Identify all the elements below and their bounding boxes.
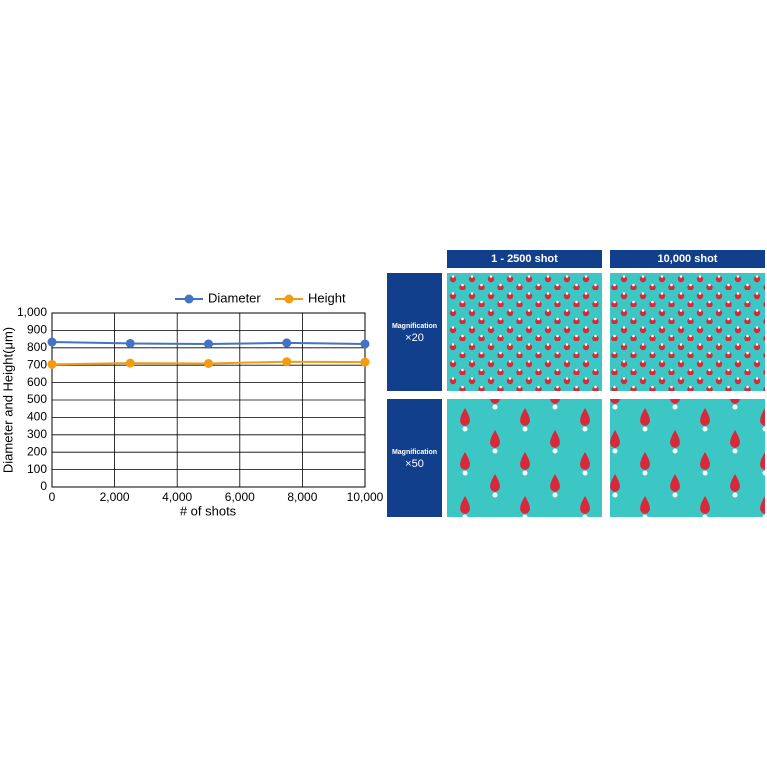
row-label: Magnification xyxy=(392,323,437,330)
legend-marker xyxy=(284,294,294,304)
point xyxy=(47,337,57,347)
x-tick-label: 8,000 xyxy=(287,490,317,504)
point xyxy=(282,338,292,348)
y-tick-label: 500 xyxy=(27,392,47,406)
y-tick-label: 700 xyxy=(27,357,47,371)
point xyxy=(360,357,370,367)
y-axis-label: Diameter and Height(μm) xyxy=(0,327,15,473)
point xyxy=(47,359,57,369)
photo xyxy=(447,399,602,517)
legend-label: Height xyxy=(308,290,346,305)
point xyxy=(204,358,213,368)
y-tick-label: 400 xyxy=(27,410,47,424)
photo xyxy=(610,273,765,391)
point xyxy=(125,338,135,348)
legend-marker xyxy=(184,294,194,304)
point xyxy=(282,357,292,367)
y-tick-label: 600 xyxy=(27,375,47,389)
y-tick-label: 0 xyxy=(40,479,47,493)
column-label: 1 - 2500 shot xyxy=(491,253,558,265)
legend-label: Diameter xyxy=(208,290,261,305)
point xyxy=(360,339,370,349)
point xyxy=(204,339,213,349)
x-tick-label: 2,000 xyxy=(100,490,130,504)
y-tick-label: 300 xyxy=(27,427,47,441)
row-magnification: ×50 xyxy=(405,458,424,470)
y-tick-label: 900 xyxy=(27,323,47,337)
photo xyxy=(610,399,765,517)
column-label: 10,000 shot xyxy=(658,253,718,265)
x-tick-label: 10,000 xyxy=(347,490,384,504)
row-header xyxy=(387,399,442,517)
column-header xyxy=(447,250,602,268)
y-tick-label: 200 xyxy=(27,444,47,458)
row-label: Magnification xyxy=(392,449,437,456)
y-tick-label: 800 xyxy=(27,340,47,354)
x-tick-label: 6,000 xyxy=(225,490,255,504)
x-tick-label: 0 xyxy=(49,490,56,504)
row-magnification: ×20 xyxy=(405,332,424,344)
y-tick-label: 1,000 xyxy=(17,305,47,319)
photo xyxy=(447,273,602,391)
x-axis-label: # of shots xyxy=(180,503,237,518)
x-tick-label: 4,000 xyxy=(162,490,192,504)
photo-panel: 1 - 2500 shot 10,000 shot Magnification … xyxy=(387,250,765,517)
row-header xyxy=(387,273,442,391)
point xyxy=(125,358,135,368)
column-header xyxy=(610,250,765,268)
y-tick-label: 100 xyxy=(27,462,47,476)
